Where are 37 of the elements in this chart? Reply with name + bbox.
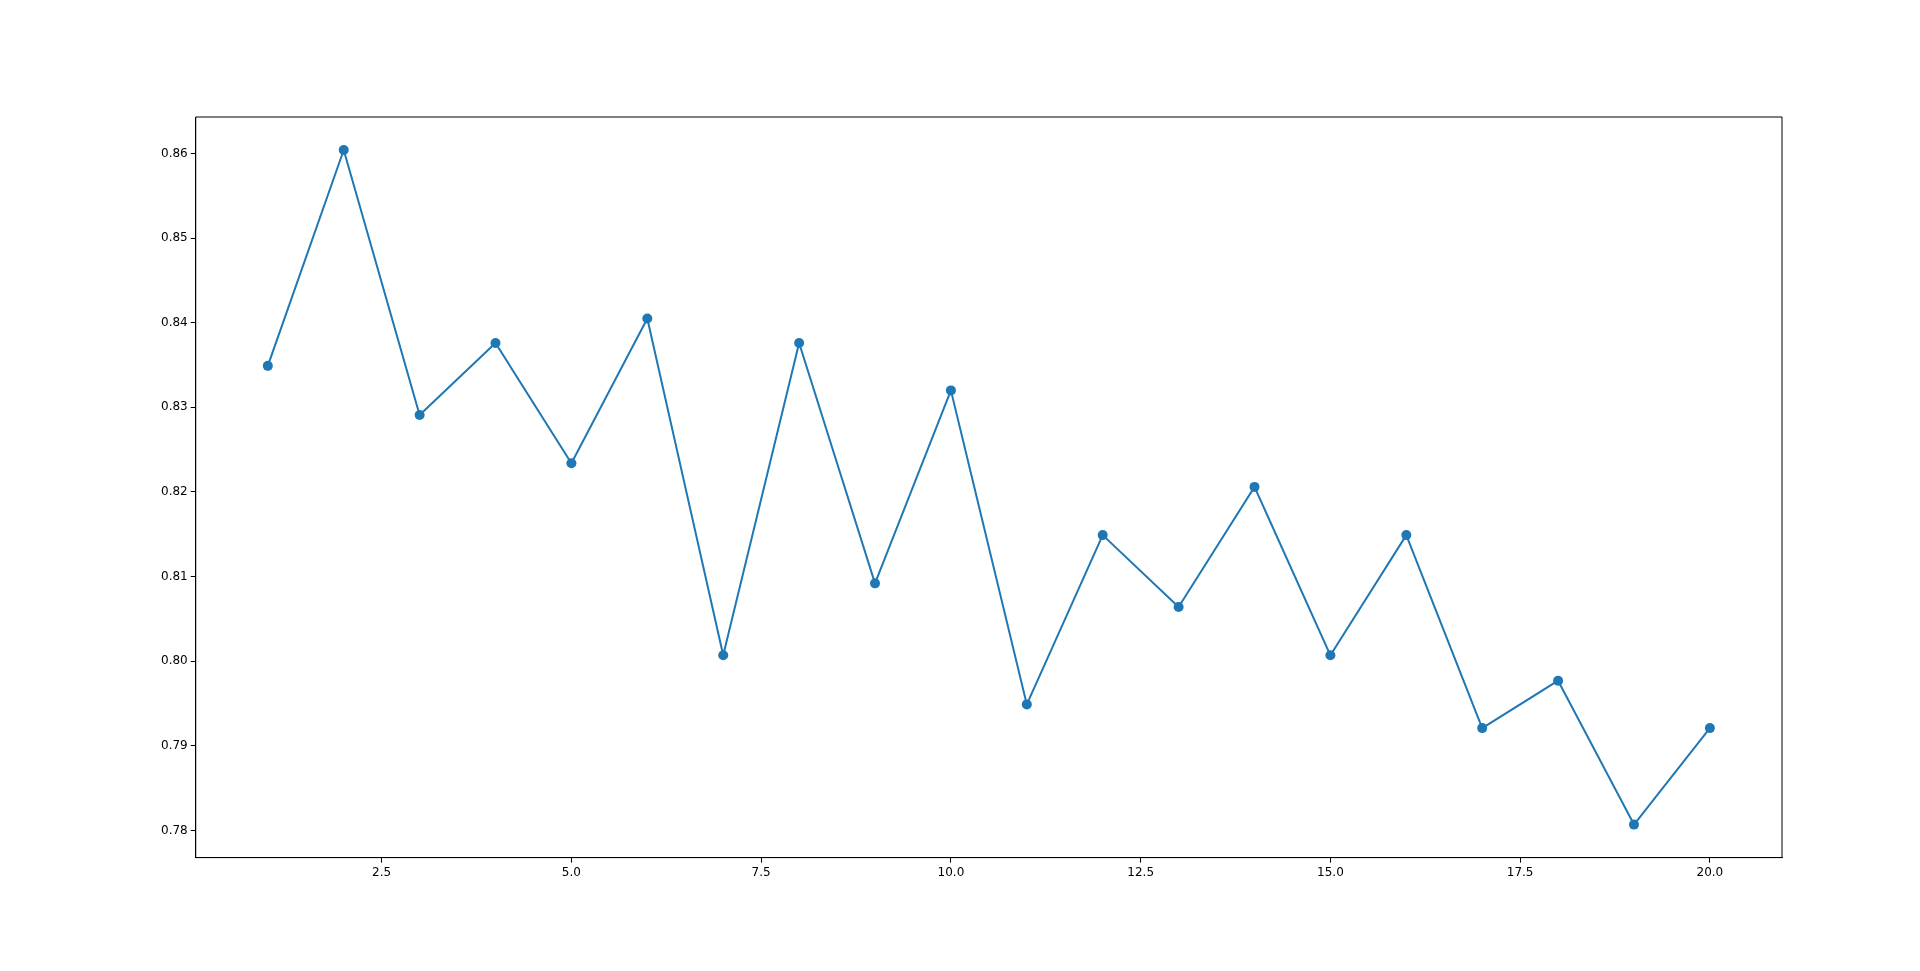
- y-tick-label: 0.81: [161, 568, 188, 583]
- point: [1249, 481, 1260, 492]
- point: [945, 385, 956, 396]
- x-tick-label: 12.5: [1127, 864, 1155, 879]
- y-tick-label: 0.80: [161, 653, 188, 668]
- x-tick-label: 15.0: [1317, 864, 1344, 879]
- point: [794, 337, 805, 348]
- x-tick-label: 2.5: [372, 864, 392, 879]
- point: [1173, 602, 1184, 613]
- y-tick-label: 0.86: [161, 145, 188, 160]
- point: [718, 650, 729, 661]
- point: [414, 409, 425, 420]
- point: [642, 313, 653, 324]
- point: [1021, 699, 1032, 710]
- point: [566, 458, 577, 469]
- point: [1553, 675, 1564, 686]
- y-tick-label: 0.84: [161, 314, 188, 329]
- point: [1477, 723, 1488, 734]
- point: [490, 337, 501, 348]
- x-tick-label: 7.5: [751, 864, 771, 879]
- y-tick-label: 0.85: [161, 230, 188, 245]
- x-tick-label: 20.0: [1696, 864, 1724, 879]
- point: [870, 578, 881, 589]
- point: [1704, 723, 1715, 734]
- point: [1325, 650, 1336, 661]
- point: [338, 145, 349, 156]
- x-tick-label: 17.5: [1506, 864, 1534, 879]
- x-tick-label: 5.0: [561, 864, 581, 879]
- point: [1401, 530, 1412, 541]
- point: [262, 360, 273, 371]
- x-tick-label: 10.0: [937, 864, 965, 879]
- y-tick-label: 0.82: [161, 484, 188, 499]
- y-tick-label: 0.83: [161, 399, 188, 414]
- y-tick-label: 0.79: [161, 738, 188, 752]
- y-tick-label: 0.78: [161, 822, 188, 837]
- point: [1097, 530, 1108, 541]
- point: [1629, 819, 1639, 830]
